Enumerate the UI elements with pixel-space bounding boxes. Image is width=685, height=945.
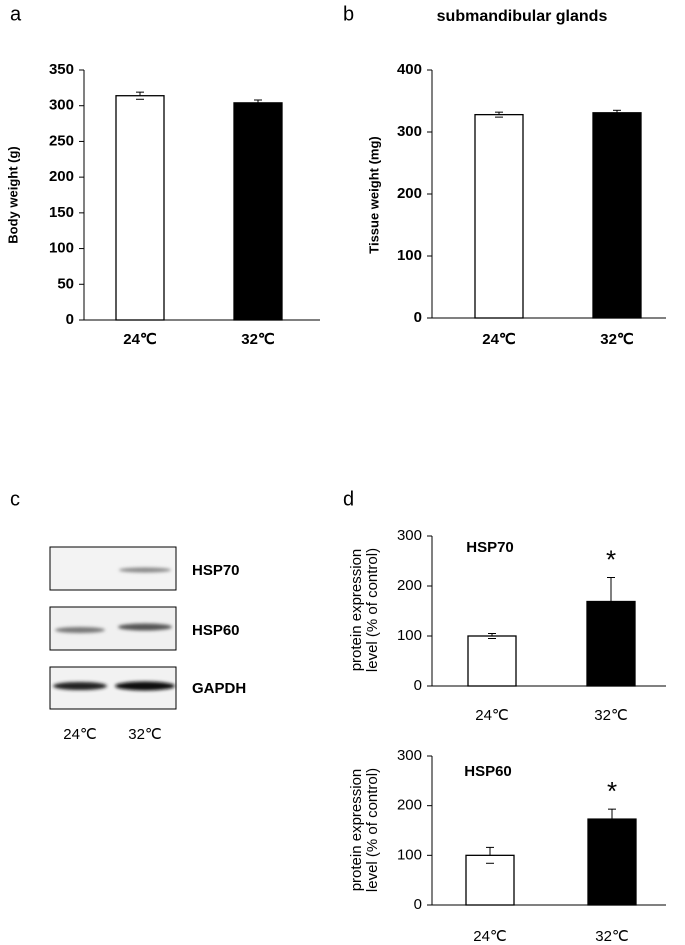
panel-letter: b bbox=[343, 3, 354, 25]
y-tick-label: 200 bbox=[397, 185, 422, 202]
band bbox=[115, 681, 175, 691]
panel-letter: c bbox=[10, 488, 20, 510]
band bbox=[118, 623, 172, 631]
x-tick-label: 24℃ bbox=[475, 707, 509, 724]
significance: * bbox=[606, 544, 616, 574]
y-axis-label: protein expression bbox=[348, 769, 365, 892]
y-tick-label: 0 bbox=[414, 677, 422, 694]
y-tick-label: 100 bbox=[49, 240, 74, 257]
y-tick-label: 100 bbox=[397, 247, 422, 264]
blot-row-label: HSP60 bbox=[192, 622, 240, 639]
bar bbox=[587, 818, 637, 906]
y-tick-label: 300 bbox=[397, 527, 422, 544]
blot-lane-label: 24℃ bbox=[63, 726, 97, 743]
x-tick-label: 24℃ bbox=[482, 331, 516, 348]
y-tick-label: 200 bbox=[397, 577, 422, 594]
y-tick-label: 200 bbox=[397, 797, 422, 814]
x-tick-label: 24℃ bbox=[123, 331, 157, 348]
x-tick-label: 24℃ bbox=[473, 928, 507, 945]
y-tick-label: 0 bbox=[414, 309, 422, 326]
panel-letter: d bbox=[343, 488, 354, 510]
y-tick-label: 250 bbox=[49, 132, 74, 149]
y-tick-label: 150 bbox=[49, 204, 74, 221]
blot-row-label: GAPDH bbox=[192, 680, 246, 697]
x-tick-label: 32℃ bbox=[594, 707, 628, 724]
y-axis-label: level (% of control) bbox=[364, 768, 381, 892]
y-tick-label: 300 bbox=[397, 747, 422, 764]
y-tick-label: 350 bbox=[49, 61, 74, 78]
y-tick-label: 50 bbox=[57, 275, 74, 292]
band bbox=[53, 682, 107, 690]
annotation: HSP70 bbox=[466, 539, 514, 556]
chart-title: submandibular glands bbox=[437, 8, 608, 25]
y-tick-label: 400 bbox=[397, 61, 422, 78]
panel-letter: a bbox=[10, 3, 22, 25]
y-tick-label: 100 bbox=[397, 846, 422, 863]
annotation: HSP60 bbox=[464, 763, 512, 780]
y-tick-label: 300 bbox=[49, 97, 74, 114]
x-tick-label: 32℃ bbox=[600, 331, 634, 348]
bar bbox=[592, 112, 642, 319]
y-tick-label: 200 bbox=[49, 168, 74, 185]
blot-row-label: HSP70 bbox=[192, 562, 240, 579]
bar bbox=[233, 102, 283, 321]
x-tick-label: 32℃ bbox=[241, 331, 275, 348]
y-tick-label: 0 bbox=[66, 311, 74, 328]
y-tick-label: 300 bbox=[397, 123, 422, 140]
bar bbox=[586, 600, 636, 687]
y-axis-label: level (% of control) bbox=[364, 548, 381, 672]
band bbox=[119, 567, 171, 573]
significance: * bbox=[607, 776, 617, 806]
y-tick-label: 100 bbox=[397, 627, 422, 644]
bar bbox=[467, 635, 517, 687]
blot: HSP70 HSP60 GAPDH 24℃ 32℃ bbox=[49, 546, 246, 743]
bar bbox=[115, 95, 165, 321]
bar bbox=[474, 113, 524, 319]
blot-lane-label: 32℃ bbox=[128, 726, 162, 743]
y-tick-label: 0 bbox=[414, 896, 422, 913]
y-axis-label: protein expression bbox=[348, 549, 365, 672]
y-axis-label: Body weight (g) bbox=[5, 146, 20, 244]
x-tick-label: 32℃ bbox=[595, 928, 629, 945]
y-axis-label: Tissue weight (mg) bbox=[366, 136, 381, 254]
band bbox=[55, 627, 105, 633]
